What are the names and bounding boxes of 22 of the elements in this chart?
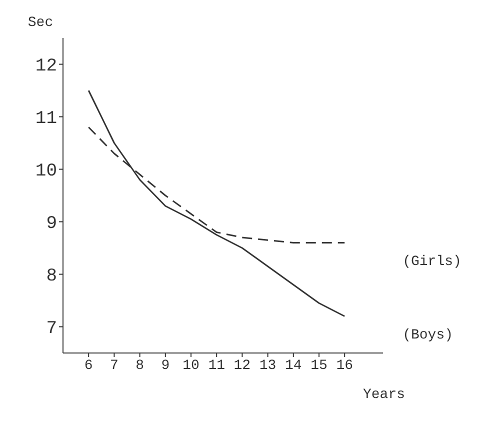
text: (Boys) bbox=[402, 327, 454, 344]
x-tick-label: 16 bbox=[336, 358, 354, 374]
x-tick-label: 7 bbox=[110, 358, 118, 374]
x-tick-label: 8 bbox=[136, 358, 144, 374]
line-series bbox=[88, 90, 346, 317]
y-axis-title: Sec bbox=[28, 15, 54, 31]
x-tick-label: 6 bbox=[84, 358, 93, 374]
x-tick-label: 14 bbox=[284, 358, 302, 374]
x-tick-label: 12 bbox=[234, 358, 251, 374]
y-tick-label: 11 bbox=[35, 109, 57, 130]
x-tick-label: 13 bbox=[259, 358, 276, 374]
x-tick-label: 15 bbox=[310, 358, 328, 374]
y-tick-label: 8 bbox=[46, 266, 57, 287]
y-tick-label: 10 bbox=[35, 162, 57, 182]
x-tick-label: 9 bbox=[161, 358, 170, 374]
y-tick-label: 9 bbox=[46, 214, 57, 234]
x-tick-label: 10 bbox=[182, 358, 200, 374]
x-tick-label: 11 bbox=[208, 358, 226, 374]
y-tick-label: 12 bbox=[35, 56, 57, 77]
text: (Girls) bbox=[402, 254, 462, 270]
x-axis-title: Years bbox=[363, 386, 406, 403]
y-tick-label: 7 bbox=[46, 319, 57, 340]
